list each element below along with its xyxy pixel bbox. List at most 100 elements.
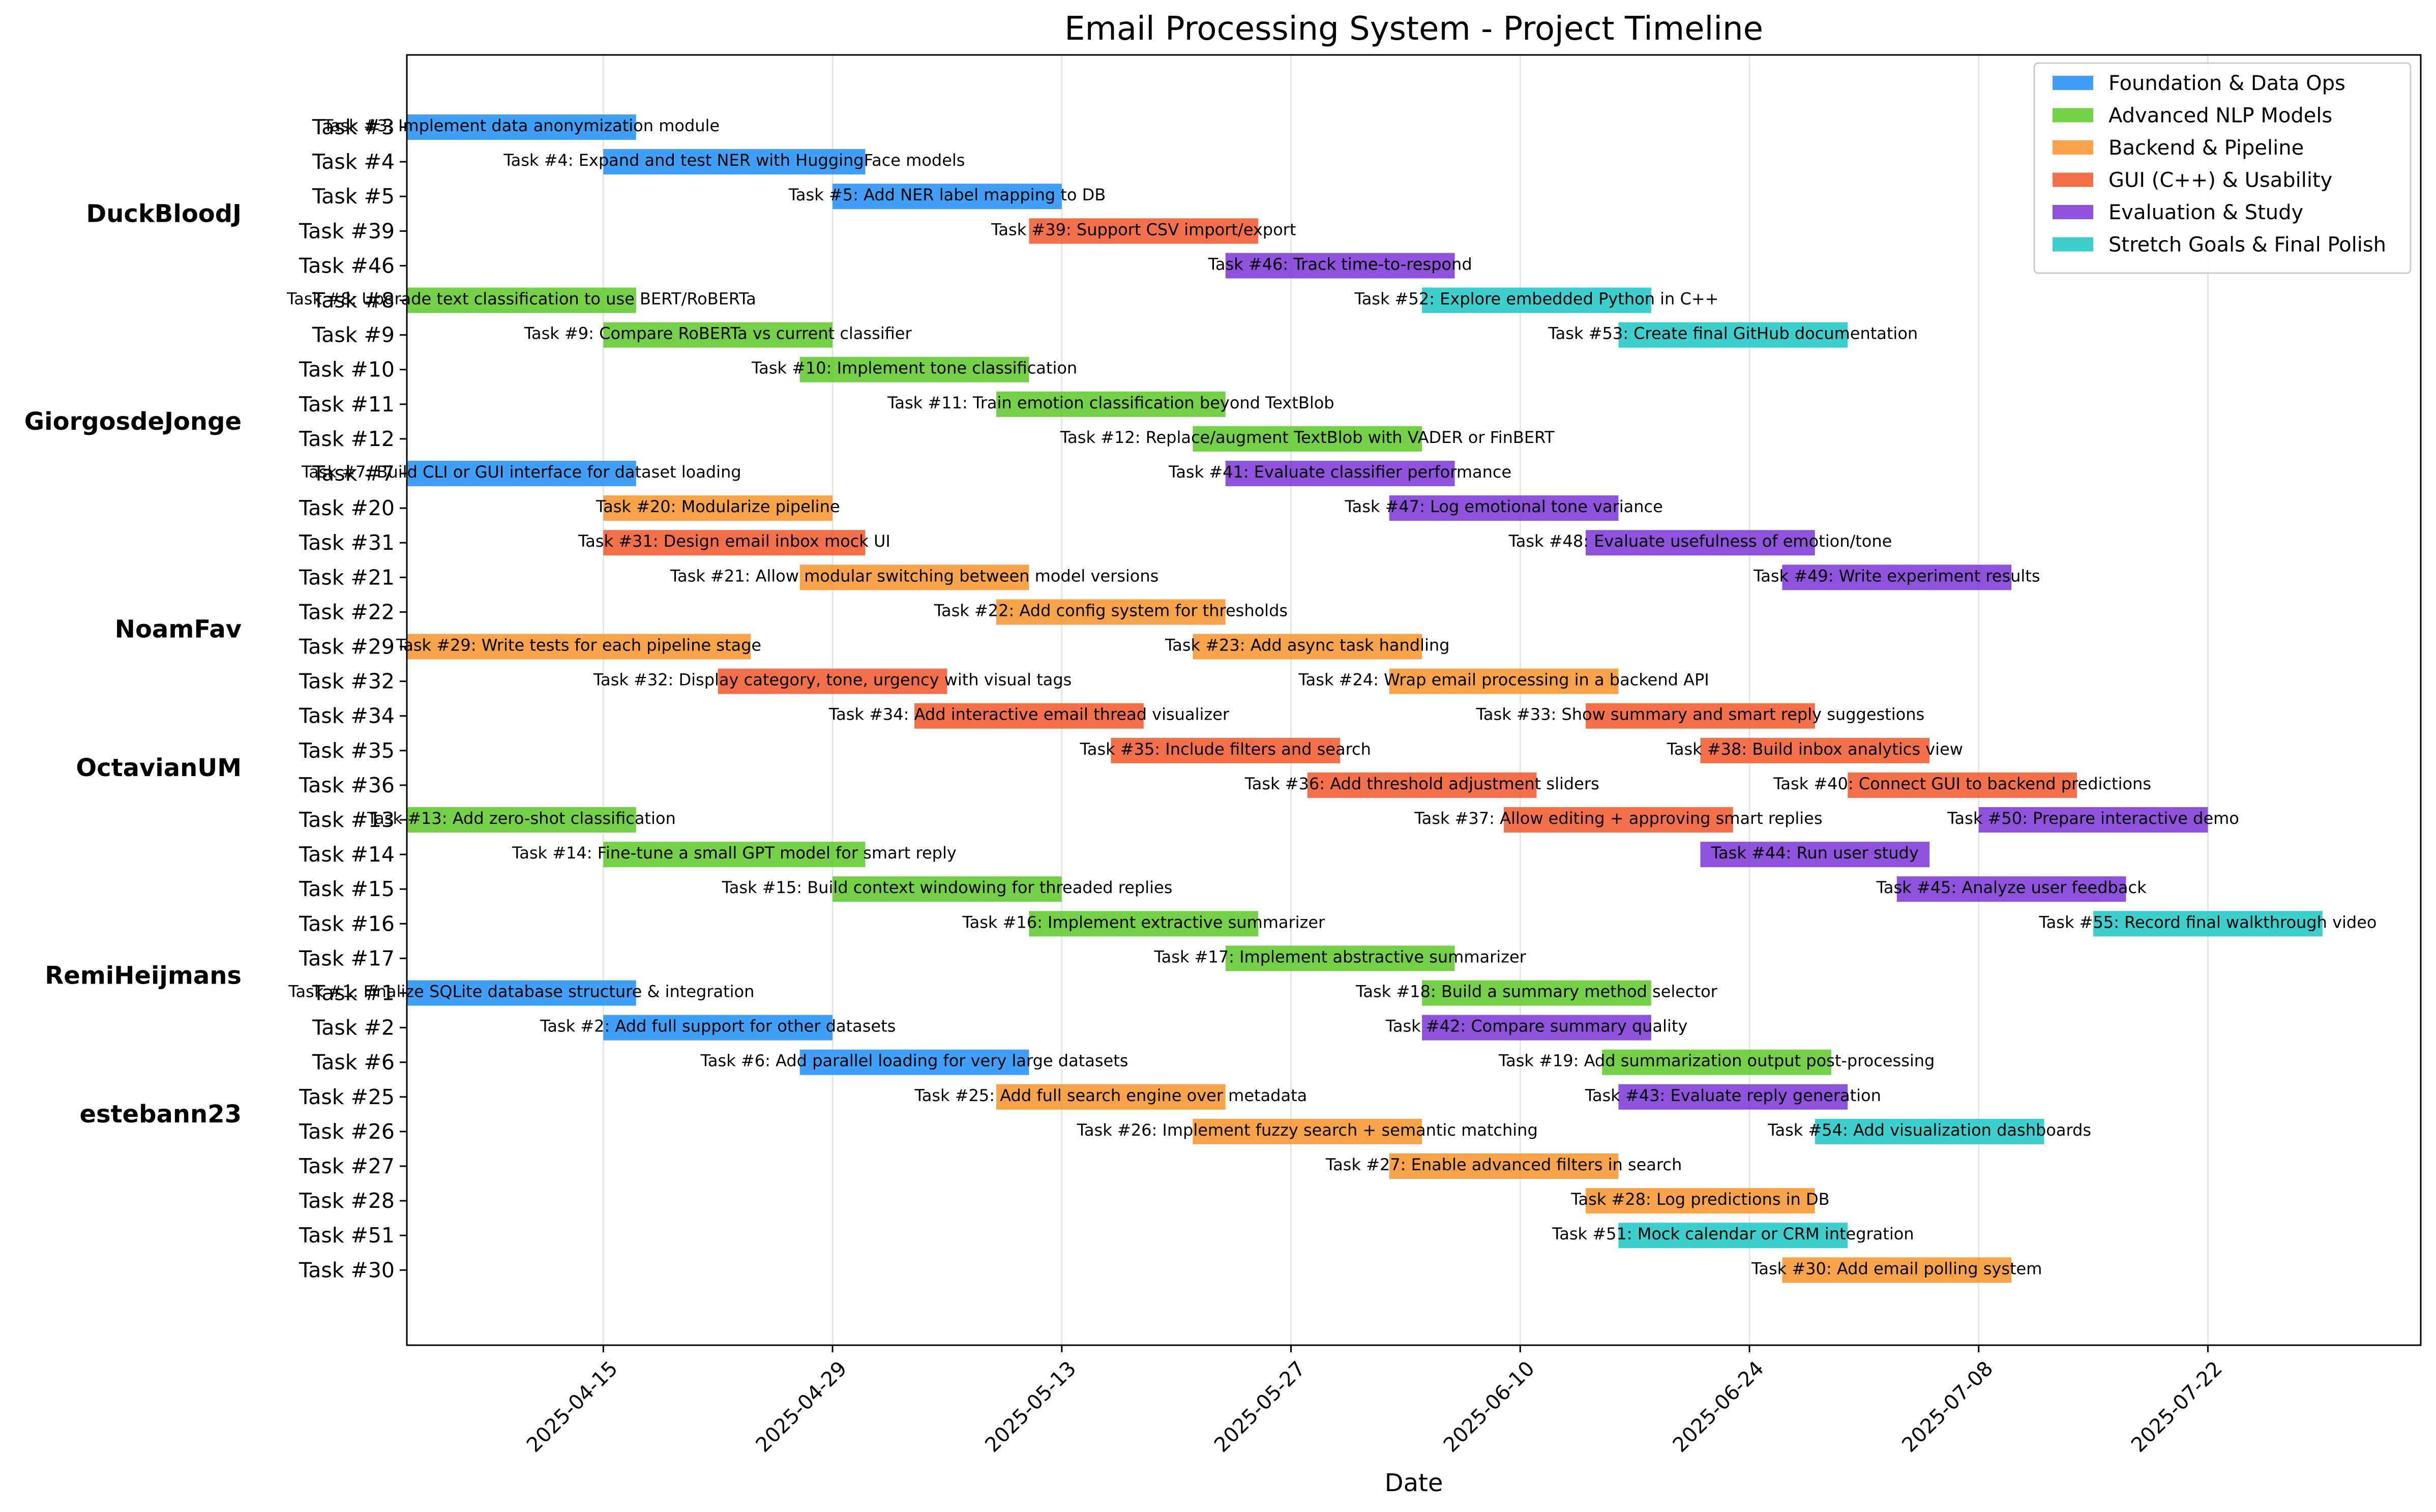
task-bar — [407, 634, 751, 660]
y-tick-label: Task #21 — [299, 565, 395, 589]
task-bar — [1586, 1188, 1815, 1214]
task-bar — [1700, 737, 1930, 763]
x-axis-label: Date — [1385, 1469, 1443, 1497]
y-tick-label: Task #26 — [299, 1119, 395, 1144]
task-label: Task #21: Allow modular switching betwee… — [670, 566, 1159, 585]
y-tick-label: Task #35 — [299, 738, 395, 763]
task-label: Task #10: Implement tone classification — [751, 359, 1077, 378]
legend-label: Evaluation & Study — [2108, 201, 2303, 224]
y-tick-label: Task #16 — [299, 911, 395, 936]
legend: Foundation & Data Ops Advanced NLP Models… — [2033, 62, 2412, 274]
task-label: Task #23: Add async task handling — [1165, 636, 1450, 655]
task-label: Task #19: Add summarization output post-… — [1498, 1051, 1935, 1071]
task-label: Task #25: Add full search engine over me… — [914, 1086, 1308, 1105]
task-label: Task #41: Evaluate classifier performanc… — [1168, 462, 1511, 482]
task-bar — [1782, 1257, 2012, 1283]
y-tick-label: Task #27 — [299, 1154, 395, 1178]
y-tick-label: Task #14 — [299, 842, 395, 867]
task-bar — [833, 184, 1062, 210]
task-bar — [1029, 218, 1259, 244]
task-bar — [603, 530, 866, 556]
task-label: Task #45: Analyze user feedback — [1876, 878, 2147, 897]
person-label: OctavianUM — [76, 754, 242, 782]
task-bar — [1618, 1223, 1848, 1249]
task-label: Task #20: Modularize pipeline — [596, 497, 840, 516]
legend-label: Advanced NLP Models — [2108, 104, 2332, 128]
task-bar — [1111, 737, 1341, 763]
task-bar — [996, 599, 1226, 625]
task-bar — [996, 391, 1226, 417]
task-bar — [1586, 703, 1815, 729]
person-label: RemiHeijmans — [45, 961, 242, 990]
chart-title: Email Processing System - Project Timeli… — [1064, 10, 1763, 48]
task-bar — [833, 876, 1062, 902]
task-bar — [1193, 1118, 1422, 1144]
legend-label: Backend & Pipeline — [2108, 136, 2304, 160]
y-tick-label: Task #20 — [299, 496, 395, 520]
task-label: Task #36: Add threshold adjustment slide… — [1244, 774, 1599, 793]
task-bar — [1193, 634, 1422, 660]
task-label: Task #54: Add visualization dashboards — [1767, 1120, 2091, 1140]
task-bar — [1307, 772, 1537, 798]
task-label: Task #38: Build inbox analytics view — [1667, 739, 1963, 759]
task-bar — [1389, 1153, 1619, 1179]
task-bar — [1029, 911, 1259, 937]
task-bar — [1782, 565, 2012, 590]
task-bar — [407, 114, 636, 140]
task-label: Task #53: Create final GitHub documentat… — [1548, 324, 1918, 343]
task-label: Task #18: Build a summary method selecto… — [1355, 982, 1718, 1001]
task-label: Task #16: Implement extractive summarize… — [962, 912, 1325, 932]
person-label: DuckBloodJ — [86, 199, 242, 228]
task-bar — [1389, 495, 1619, 521]
task-bar — [1602, 1049, 1831, 1075]
task-bar — [799, 565, 1029, 590]
task-bar — [914, 703, 1144, 729]
y-tick-label: Task #10 — [299, 358, 395, 382]
task-bar — [1896, 876, 2126, 902]
task-bar — [1225, 461, 1455, 486]
task-label: Task #44: Run user study — [1711, 843, 1919, 863]
person-label: GiorgosdeJonge — [24, 407, 242, 436]
y-tick-label: Task #9 — [312, 323, 395, 347]
task-label: Task #22: Add config system for threshol… — [934, 601, 1288, 620]
task-bar — [1225, 253, 1455, 279]
y-tick-label: Task #8 — [312, 288, 395, 313]
task-label: Task #12: Replace/augment TextBlob with … — [1060, 428, 1555, 447]
task-bar — [603, 842, 866, 868]
task-label: Task #8: Upgrade text classification to … — [286, 289, 756, 309]
task-label: Task #40: Connect GUI to backend predict… — [1773, 774, 2151, 793]
plot-frame — [406, 54, 2422, 1346]
task-label: Task #9: Compare RoBERTa vs current clas… — [524, 324, 912, 343]
person-label: estebann23 — [79, 1100, 242, 1129]
task-bar — [407, 807, 636, 833]
y-tick-label: Task #22 — [299, 600, 395, 624]
task-label: Task #15: Build context windowing for th… — [721, 878, 1172, 897]
task-label: Task #24: Wrap email processing in a bac… — [1298, 670, 1709, 690]
y-tick-label: Task #29 — [299, 635, 395, 659]
legend-swatch — [2053, 108, 2093, 123]
y-tick-label: Task #28 — [299, 1189, 395, 1213]
task-label: Task #3: Implement data anonymization mo… — [323, 116, 720, 135]
y-tick-label: Task #39 — [299, 219, 395, 243]
task-label: Task #2: Add full support for other data… — [540, 1017, 896, 1036]
task-label: Task #1: Finalize SQLite database struct… — [288, 982, 754, 1001]
y-tick-label: Task #2 — [312, 1016, 395, 1040]
legend-swatch — [2053, 172, 2093, 187]
task-label: Task #48: Evaluate usefulness of emotion… — [1508, 531, 1892, 551]
task-label: Task #13: Add zero-shot classification — [367, 809, 676, 828]
task-label: Task #31: Design email inbox mock UI — [578, 531, 890, 551]
task-label: Task #39: Support CSV import/export — [991, 220, 1296, 239]
legend-label: Stretch Goals & Final Polish — [2108, 233, 2386, 257]
legend-swatch — [2053, 140, 2093, 155]
task-label: Task #50: Prepare interactive demo — [1947, 809, 2239, 828]
task-label: Task #43: Evaluate reply generation — [1585, 1086, 1881, 1105]
task-label: Task #37: Allow editing + approving smar… — [1414, 809, 1822, 828]
legend-swatch — [2053, 205, 2093, 219]
task-bar — [603, 495, 833, 521]
legend-label: GUI (C++) & Usability — [2108, 169, 2332, 192]
task-bar — [1815, 1118, 2044, 1144]
legend-swatch — [2053, 76, 2093, 90]
y-tick-label: Task #11 — [299, 392, 395, 417]
